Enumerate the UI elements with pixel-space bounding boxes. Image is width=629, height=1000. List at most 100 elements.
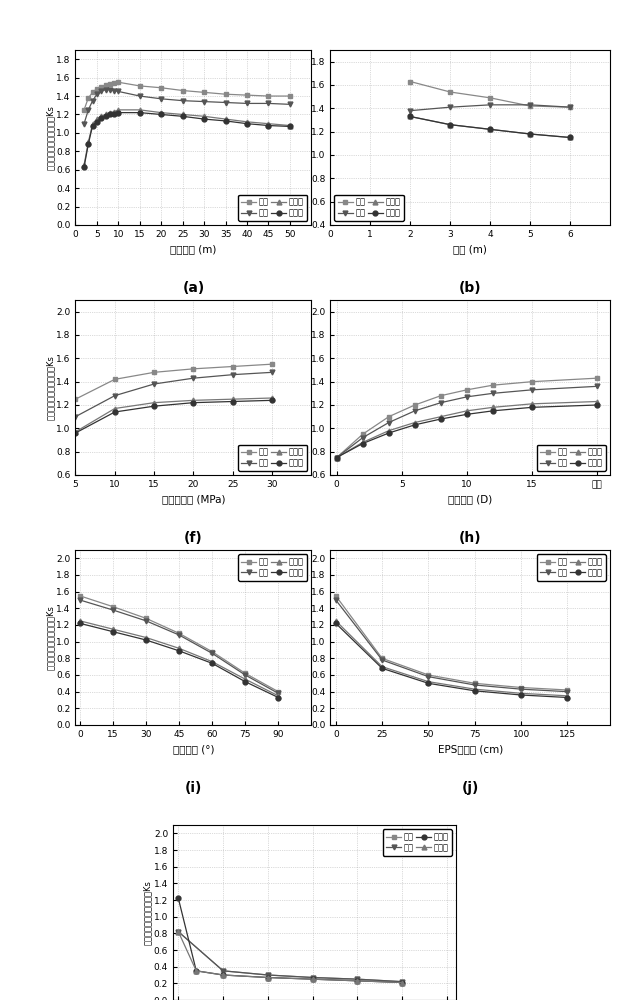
- 盖板涵: [593, 395, 601, 408]
- 圆管涵: [353, 975, 361, 987]
- Line: 盖板涵: 盖板涵: [73, 396, 274, 434]
- 盖板涵: [425, 676, 432, 688]
- Line: 圆管涵: 圆管涵: [334, 403, 599, 460]
- 拱涵: [81, 104, 88, 116]
- 筱涵: [76, 594, 84, 606]
- 拱涵: [102, 79, 109, 91]
- 筱涵: [411, 405, 419, 417]
- Line: 拱涵: 拱涵: [77, 593, 281, 694]
- 盖板涵: [111, 402, 119, 414]
- Text: (i): (i): [185, 781, 202, 795]
- 筱涵: [111, 390, 119, 402]
- 盖板涵: [264, 971, 272, 983]
- 圆管涵: [242, 676, 249, 688]
- Line: 盖板涵: 盖板涵: [408, 114, 572, 140]
- 拱涵: [179, 85, 186, 97]
- 盖板涵: [110, 106, 118, 118]
- 盖板涵: [489, 401, 497, 413]
- 盖板涵: [208, 656, 216, 668]
- 盖板涵: [242, 673, 249, 685]
- 筱涵: [175, 629, 183, 641]
- Line: 盖板涵: 盖板涵: [77, 618, 281, 698]
- Line: 筱涵: 筱涵: [73, 370, 274, 419]
- Line: 拱涵: 拱涵: [334, 376, 599, 460]
- 筱涵: [190, 372, 198, 384]
- 筱涵: [486, 99, 494, 111]
- 筱涵: [447, 101, 454, 113]
- 筱涵: [353, 973, 361, 985]
- Text: (b): (b): [459, 281, 481, 295]
- 盖板涵: [142, 632, 150, 644]
- 拱涵: [274, 686, 282, 698]
- 盖板涵: [566, 131, 574, 143]
- 筱涵: [265, 97, 272, 109]
- 盖板涵: [190, 394, 198, 406]
- 筱涵: [220, 965, 227, 977]
- 圆管涵: [84, 138, 92, 150]
- Text: (a): (a): [182, 281, 204, 295]
- 拱涵: [564, 684, 571, 696]
- 拱涵: [269, 358, 276, 370]
- 拱涵: [265, 90, 272, 102]
- 拱涵: [309, 971, 316, 983]
- 筱涵: [437, 397, 445, 409]
- 筱涵: [110, 85, 118, 97]
- 盖板涵: [333, 452, 340, 464]
- 筱涵: [332, 594, 340, 606]
- 拱涵: [463, 384, 470, 396]
- 筱涵: [179, 95, 186, 107]
- 圆管涵: [593, 399, 601, 411]
- 拱涵: [222, 88, 230, 100]
- 筱涵: [175, 926, 182, 938]
- 盖板涵: [564, 690, 571, 702]
- 筱涵: [106, 84, 114, 96]
- 筱涵: [425, 671, 432, 683]
- 拱涵: [208, 646, 216, 658]
- 盖板涵: [175, 642, 183, 654]
- 盖板涵: [222, 113, 230, 125]
- 盖板涵: [471, 683, 479, 695]
- Line: 筱涵: 筱涵: [176, 929, 404, 984]
- X-axis label: 填土高度 (m): 填土高度 (m): [170, 244, 216, 254]
- 拱涵: [471, 677, 479, 689]
- 盖板涵: [243, 116, 251, 128]
- 筱涵: [526, 99, 534, 111]
- 盖板涵: [286, 120, 294, 132]
- 筱涵: [89, 95, 96, 107]
- 拱涵: [359, 428, 367, 440]
- 圆管涵: [564, 692, 571, 704]
- 拱涵: [114, 76, 122, 88]
- 筱涵: [471, 679, 479, 691]
- 圆管涵: [109, 626, 117, 638]
- 圆管涵: [192, 965, 200, 977]
- 盖板涵: [486, 123, 494, 135]
- 圆管涵: [425, 677, 432, 689]
- 拱涵: [109, 601, 117, 613]
- Line: 盖板涵: 盖板涵: [82, 107, 292, 168]
- 盖板涵: [93, 113, 101, 125]
- Text: (f): (f): [184, 531, 203, 545]
- Y-axis label: 涵顶垂直土压力集中系数Ks: 涵顶垂直土压力集中系数Ks: [143, 880, 152, 945]
- 拱涵: [190, 363, 198, 375]
- 筱涵: [518, 683, 525, 695]
- 盖板涵: [192, 965, 200, 977]
- 圆管涵: [399, 976, 406, 988]
- 圆管涵: [190, 397, 198, 409]
- Legend: 拱涵, 筱涵, 盖板涵, 圆管涵: 拱涵, 筱涵, 盖板涵, 圆管涵: [238, 554, 307, 580]
- 盖板涵: [136, 104, 143, 116]
- 盖板涵: [229, 393, 237, 405]
- 拱涵: [385, 411, 392, 423]
- 盖板涵: [150, 397, 158, 409]
- Text: (j): (j): [462, 781, 479, 795]
- 圆管涵: [265, 120, 272, 132]
- 圆管涵: [526, 128, 534, 140]
- Y-axis label: 涵顶垂直土压力集中系数Ks: 涵顶垂直土压力集中系数Ks: [46, 105, 55, 170]
- 盖板涵: [179, 108, 186, 120]
- 筱涵: [93, 88, 101, 100]
- 筱涵: [274, 687, 282, 699]
- 圆管涵: [142, 634, 150, 646]
- 拱涵: [379, 652, 386, 664]
- 筱涵: [399, 976, 406, 988]
- 筱涵: [463, 391, 470, 403]
- X-axis label: 沟谷宽度 (D): 沟谷宽度 (D): [448, 494, 493, 504]
